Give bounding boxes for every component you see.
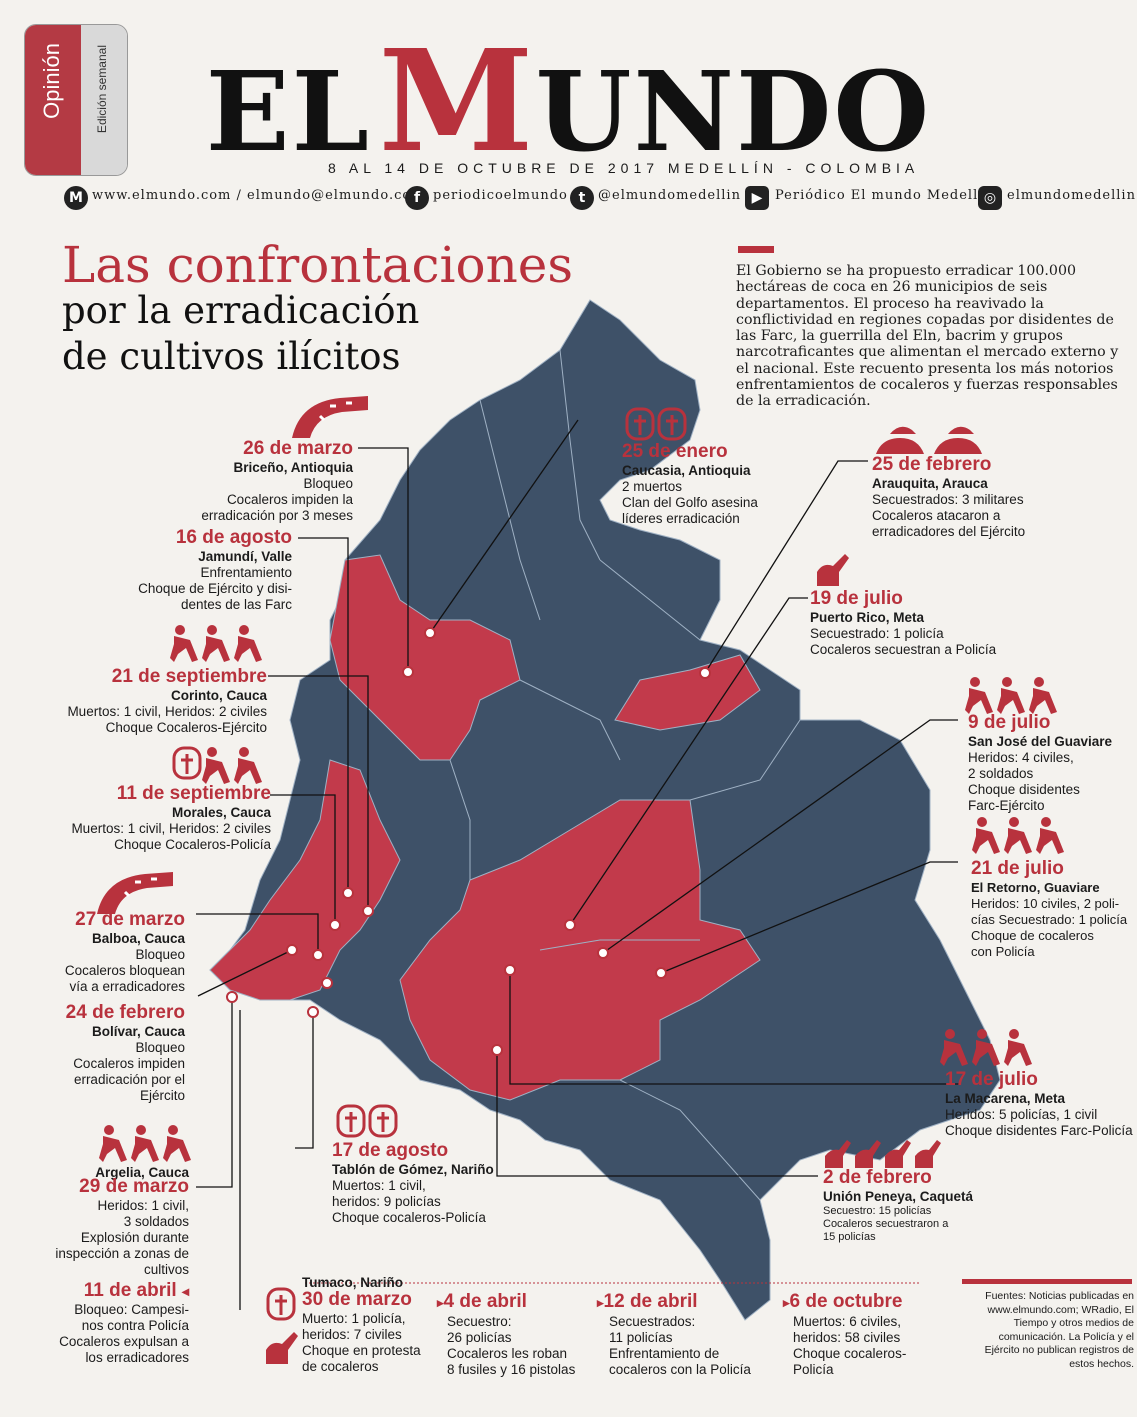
map-internal-borders <box>449 349 801 1201</box>
headline-line3: de cultivos ilícitos <box>62 335 401 378</box>
soldier-icon <box>876 426 982 454</box>
cross-icon-3 <box>172 746 202 780</box>
road-icon <box>292 396 368 438</box>
soldier-icon-2 <box>817 554 849 586</box>
map-region-meta-guaviare-caqueta <box>399 799 761 1101</box>
youtube-icon: ▶ <box>745 186 769 210</box>
injured-person-icon-4 <box>972 817 1064 854</box>
social-youtube[interactable]: Periódico El mundo Medellín <box>775 188 993 203</box>
dateline: 8 AL 14 DE OCTUBRE DE 2017 MEDELLÍN - CO… <box>328 160 920 176</box>
event-puerto-rico: 19 de julio Puerto Rico, Meta Secuestrad… <box>810 588 997 657</box>
event-tablon-gomez: 17 de agosto Tablón de Gómez, Nariño Mue… <box>332 1140 494 1225</box>
facebook-icon: f <box>405 186 429 210</box>
event-4-abril: ▸4 de abril Secuestro: 26 policías Cocale… <box>437 1291 576 1377</box>
event-union-peneya: 2 de febrero Unión Peneya, Caquetá Secue… <box>823 1167 974 1243</box>
headline-line1: Las confrontaciones <box>62 236 574 294</box>
road-icon-2 <box>97 872 173 914</box>
injured-person-icon <box>170 625 262 662</box>
social-instagram[interactable]: elmundomedellin <box>1007 188 1136 203</box>
event-12-abril: ▸12 de abril Secuestrados: 11 policías En… <box>597 1291 751 1377</box>
event-11-abril: 11 de abril ◂ Bloqueo: Campesi-nos contr… <box>59 1280 189 1365</box>
event-morales: 11 de septiembre Morales, Cauca Muertos:… <box>71 783 271 852</box>
event-argelia: Argelia, Cauca 29 de marzo Heridos: 1 ci… <box>55 1165 189 1277</box>
instagram-icon: ◎ <box>978 186 1002 210</box>
intro-bar <box>738 246 774 253</box>
masthead-undo: UNDO <box>535 47 932 176</box>
injured-person-icon-5 <box>940 1029 1032 1066</box>
social-facebook[interactable]: periodicoelmundo <box>433 188 568 203</box>
masthead-el: EL <box>205 47 371 176</box>
masthead: EL MUNDO <box>0 20 1137 184</box>
event-jamundi: 16 de agosto Jamundí, Valle Enfrentamien… <box>138 527 292 612</box>
social-web[interactable]: www.elmundo.com / elmundo@elmundo.com <box>92 188 425 203</box>
map-region-antioquia <box>329 554 521 761</box>
event-la-macarena: 17 de julio La Macarena, Meta Heridos: 5… <box>945 1069 1133 1138</box>
injured-person-icon-3 <box>965 677 1057 714</box>
headline-line2: por la erradicación <box>62 289 420 332</box>
event-briceno: 26 de marzo Briceño, Antioquia Bloqueo Co… <box>201 438 353 523</box>
event-bolivar: 24 de febrero Bolívar, Cauca Bloqueo Coca… <box>65 1002 185 1103</box>
cross-icon <box>625 407 687 441</box>
map-region-cauca-narino <box>209 759 401 1001</box>
section-tab-grey <box>81 25 127 175</box>
soldier-icon-group <box>825 1140 941 1168</box>
location-dots <box>226 627 711 1056</box>
sources-bar <box>962 1279 1132 1284</box>
cross-icon-4 <box>266 1287 296 1321</box>
map-region-arauca <box>614 654 761 731</box>
event-tumaco: Tumaco, Nariño 30 de marzo Muerto: 1 pol… <box>302 1275 421 1374</box>
injured-person-icon-6 <box>99 1125 191 1162</box>
callout-lines <box>196 419 960 1310</box>
sources-text: Fuentes: Noticias publicadas en www.elmu… <box>984 1290 1134 1370</box>
cross-icon-2 <box>336 1104 398 1138</box>
event-el-retorno: 21 de julio El Retorno, Guaviare Heridos… <box>971 858 1128 959</box>
event-san-jose-guaviare: 9 de julio San José del Guaviare Heridos… <box>968 712 1113 813</box>
soldier-icon-3 <box>266 1332 298 1364</box>
intro-text: El Gobierno se ha propuesto erradicar 10… <box>736 263 1119 410</box>
masthead-m: M <box>378 20 536 184</box>
event-caucasia: 25 de enero Caucasia, Antioquia 2 muerto… <box>622 441 758 526</box>
event-balboa: 27 de marzo Balboa, Cauca Bloqueo Cocaler… <box>64 909 185 994</box>
section-tab: Opinión Edición semanal <box>24 24 128 176</box>
event-arauquita: 25 de febrero Arauquita, Arauca Secuestr… <box>872 454 1026 539</box>
twitter-icon: t <box>570 186 594 210</box>
elmundo-logo-icon: M <box>64 186 88 210</box>
event-6-octubre: ▸6 de octubre Muertos: 6 civiles, heridos… <box>783 1291 907 1377</box>
social-twitter[interactable]: @elmundomedellin <box>598 188 741 203</box>
event-corinto: 21 de septiembre Corinto, Cauca Muertos:… <box>67 666 267 735</box>
section-tab-red <box>25 25 81 175</box>
injured-person-icon-2 <box>202 747 262 784</box>
